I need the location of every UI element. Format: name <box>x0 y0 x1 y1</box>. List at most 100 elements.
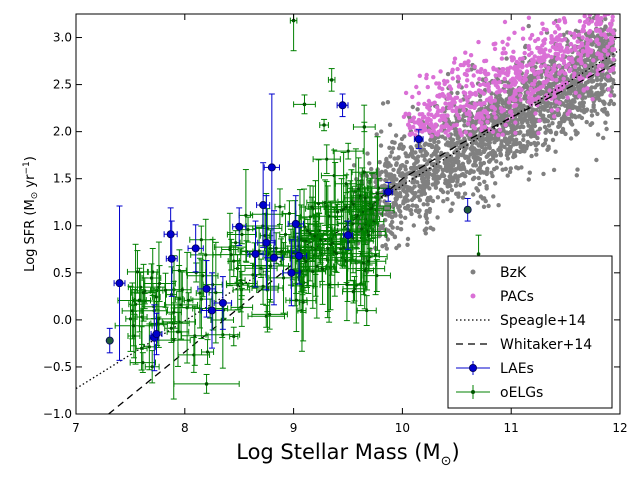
pacs-point <box>608 93 613 98</box>
bzk-point <box>367 161 372 166</box>
pacs-point <box>549 54 554 60</box>
oelg-point <box>114 305 153 347</box>
pacs-point <box>563 48 568 54</box>
pacs-point <box>594 28 599 33</box>
bzk-point <box>377 160 382 165</box>
oelg-point-marker <box>199 238 203 242</box>
lae-point-marker <box>262 238 271 247</box>
bzk-point <box>466 155 471 160</box>
bzk-point <box>506 137 511 142</box>
bzk-point <box>526 123 531 128</box>
bzk-point <box>435 195 441 200</box>
bzk-point <box>427 206 433 212</box>
oelg-point-marker <box>177 268 181 273</box>
oelg-point <box>274 188 286 226</box>
pacs-point <box>609 37 614 42</box>
bzk-point <box>575 167 580 172</box>
lae-point-marker <box>218 298 227 307</box>
bzk-point <box>473 158 478 163</box>
oelg-point-marker <box>366 259 371 263</box>
pacs-point <box>483 83 489 88</box>
bzk-point <box>422 157 427 162</box>
bzk-point <box>594 157 599 163</box>
oelg-point-marker <box>244 213 248 218</box>
pacs-point <box>486 114 491 119</box>
bzk-point <box>380 244 385 249</box>
lae-point <box>163 207 178 262</box>
pacs-point <box>476 111 481 117</box>
bzk-point <box>390 219 395 225</box>
oelg-point <box>177 336 211 373</box>
oelg-point <box>356 295 377 327</box>
bzk-point <box>425 202 430 207</box>
pacs-point <box>496 69 502 74</box>
bzk-point <box>560 117 565 123</box>
oelg-point-marker <box>137 298 142 302</box>
oelg-point-marker <box>316 202 321 206</box>
pacs-point <box>582 0 586 1</box>
bzk-point <box>603 16 608 22</box>
oelg-point <box>227 245 240 278</box>
bzk-point <box>462 136 467 141</box>
pacs-point <box>437 92 442 98</box>
bzk-point <box>502 138 508 144</box>
pacs-point <box>493 73 498 78</box>
bzk-point <box>481 204 487 209</box>
oelg-point-marker <box>326 247 330 251</box>
pacs-point <box>446 101 452 107</box>
bzk-point <box>494 159 499 164</box>
bzk-point <box>384 158 389 163</box>
bzk-point <box>537 126 543 131</box>
bzk-point <box>597 92 603 97</box>
bzk-point <box>369 166 374 172</box>
pacs-point <box>426 112 431 117</box>
bzk-point <box>395 225 400 231</box>
pacs-point <box>572 46 577 51</box>
pacs-point <box>536 95 541 100</box>
oelg-point-marker <box>228 247 232 252</box>
oelg-point <box>165 302 182 323</box>
pacs-point <box>478 69 483 75</box>
bzk-point <box>462 191 468 196</box>
pacs-point <box>430 124 435 130</box>
pacs-point <box>610 65 616 71</box>
pacs-point <box>416 90 422 96</box>
pacs-point <box>602 33 607 38</box>
bzk-point <box>419 184 424 189</box>
bzk-point <box>411 223 416 228</box>
pacs-point <box>499 56 505 61</box>
oelg-point-marker <box>342 245 346 250</box>
pacs-point <box>565 95 570 100</box>
bzk-point <box>398 209 403 214</box>
bzk-point <box>546 114 552 119</box>
pacs-point <box>535 36 541 42</box>
pacs-point <box>407 111 412 117</box>
bzk-point <box>449 187 454 193</box>
pacs-point <box>427 107 432 113</box>
pacs-point <box>572 71 577 76</box>
bzk-point <box>421 202 426 207</box>
oelg-point-marker <box>128 317 133 321</box>
pacs-point <box>554 56 560 62</box>
oelg-point-marker <box>268 264 273 268</box>
pacs-point <box>559 69 565 74</box>
pacs-point <box>540 84 546 89</box>
bzk-point <box>529 153 534 159</box>
bzk-point <box>551 167 557 173</box>
bzk-point <box>410 104 415 110</box>
oelg-point-marker <box>261 284 265 288</box>
oelg-point-marker <box>344 182 348 186</box>
pacs-point <box>464 95 469 100</box>
pacs-point <box>594 22 599 27</box>
pacs-point <box>493 115 498 120</box>
bzk-point <box>378 224 383 229</box>
bzk-point <box>425 175 431 180</box>
lae-point <box>150 312 163 356</box>
oelg-point <box>295 246 316 277</box>
bzk-point <box>384 212 389 217</box>
pacs-point <box>437 85 442 90</box>
bzk-point <box>351 163 357 168</box>
bzk-point <box>600 14 602 15</box>
bzk-point <box>538 109 543 114</box>
pacs-point <box>581 87 586 92</box>
